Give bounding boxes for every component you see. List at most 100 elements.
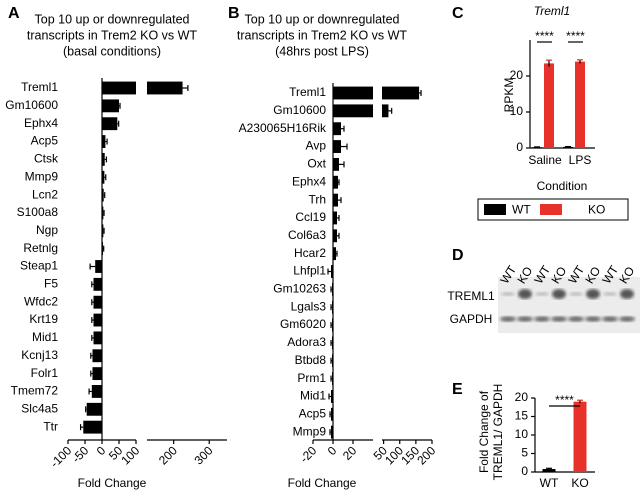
- x-tick-label: 20: [340, 443, 360, 463]
- category-label: Hcar2: [294, 246, 326, 260]
- band: [517, 316, 533, 322]
- band: [551, 316, 567, 322]
- x-tick-label: -20: [297, 443, 319, 465]
- bar: [331, 425, 333, 439]
- y-axis-label: Fold Change of: [477, 390, 491, 473]
- band: [620, 289, 634, 299]
- bar: [92, 367, 102, 381]
- significance: ****: [566, 29, 585, 43]
- bar: [333, 211, 337, 225]
- x-tick-label: -50: [69, 443, 91, 465]
- bar: [573, 401, 587, 472]
- category-label: Acp5: [31, 134, 59, 148]
- category-label: Col6a3: [288, 228, 326, 242]
- x-tick-label: WT: [540, 476, 559, 490]
- x-tick-label: 100: [118, 443, 142, 467]
- band-label: TREML1: [447, 289, 495, 303]
- bar: [333, 193, 338, 207]
- y-tick-label: 20: [515, 390, 529, 404]
- y-axis-label: RPKM: [502, 78, 516, 113]
- bar: [102, 81, 136, 95]
- x-tick-label: 0: [325, 443, 340, 458]
- category-label: Oxt: [307, 157, 326, 171]
- bar: [102, 188, 104, 202]
- y-tick-label: 10: [515, 427, 529, 441]
- bar: [333, 86, 373, 100]
- bar: [93, 313, 102, 327]
- y-axis-label: TREML1/ GAPDH: [491, 384, 505, 481]
- bar: [333, 157, 339, 171]
- band: [569, 292, 583, 296]
- category-label: Mmp9: [25, 169, 59, 183]
- category-label: Mid1: [32, 330, 58, 344]
- panel-label: A: [8, 5, 20, 22]
- bar: [544, 63, 554, 148]
- bar: [333, 104, 373, 118]
- blot-background: [498, 277, 640, 333]
- category-label: Lgals3: [291, 299, 327, 313]
- x-tick-label: 200: [156, 443, 180, 467]
- y-tick-label: 0: [521, 464, 528, 478]
- legend-swatch: [540, 204, 562, 215]
- category-label: Gm6020: [280, 317, 326, 331]
- category-label: Ephx4: [24, 116, 58, 130]
- band: [603, 292, 617, 296]
- category-label: Gm10263: [273, 282, 326, 296]
- category-label: Acp5: [299, 406, 327, 420]
- x-axis-label: Fold Change: [78, 476, 147, 490]
- y-tick-label: 5: [521, 446, 528, 460]
- category-label: Prm1: [297, 371, 326, 385]
- panel-label: B: [228, 5, 240, 22]
- panel-label: E: [452, 381, 463, 398]
- category-label: Retnlg: [23, 241, 58, 255]
- bar: [102, 206, 104, 220]
- bar: [102, 224, 104, 238]
- category-label: A230065H16Rik: [239, 121, 327, 135]
- band: [534, 316, 550, 322]
- bar: [333, 140, 341, 153]
- category-label: Ephx4: [292, 174, 326, 188]
- category-label: S100a8: [17, 205, 59, 219]
- band: [518, 289, 532, 299]
- band: [501, 292, 515, 296]
- y-tick-label: 0: [516, 140, 523, 154]
- category-label: Wfdc2: [24, 294, 58, 308]
- band: [552, 289, 566, 299]
- category-label: F5: [44, 277, 58, 291]
- category-label: Treml1: [21, 80, 58, 94]
- y-tick-label: 10: [510, 104, 524, 118]
- panel-label: C: [452, 5, 464, 22]
- category-label: Ctsk: [34, 152, 59, 166]
- chart-title: transcripts in Trem2 KO vs WT: [27, 28, 198, 42]
- bar: [102, 135, 106, 148]
- y-tick-label: 15: [515, 409, 529, 423]
- band: [619, 316, 635, 322]
- category-label: Adora3: [287, 335, 326, 349]
- bar: [575, 61, 585, 148]
- category-label: Folr1: [31, 366, 59, 380]
- x-axis-label: Fold Change: [288, 476, 357, 490]
- bar: [563, 146, 573, 148]
- category-label: Trh: [308, 192, 326, 206]
- band-label: GAPDH: [450, 312, 493, 326]
- category-label: Mmp9: [293, 424, 327, 438]
- significance: ****: [535, 29, 554, 43]
- category-label: Slc4a5: [21, 401, 58, 415]
- band: [500, 316, 516, 322]
- x-axis-label: Condition: [537, 179, 588, 193]
- bar: [331, 265, 333, 278]
- x-tick-label: 0: [94, 443, 109, 458]
- legend-label: KO: [588, 203, 605, 217]
- bar: [333, 122, 341, 136]
- category-label: Gm10600: [273, 103, 326, 117]
- bar: [102, 152, 105, 166]
- band: [585, 316, 601, 322]
- chart-title: (basal conditions): [63, 44, 161, 58]
- band: [602, 316, 618, 322]
- category-label: Ccl19: [295, 210, 326, 224]
- chart-title: Top 10 up or downregulated: [35, 12, 190, 26]
- x-tick-label: Saline: [528, 153, 562, 167]
- bar: [86, 402, 102, 416]
- bar: [382, 86, 420, 100]
- category-label: Mid1: [300, 389, 326, 403]
